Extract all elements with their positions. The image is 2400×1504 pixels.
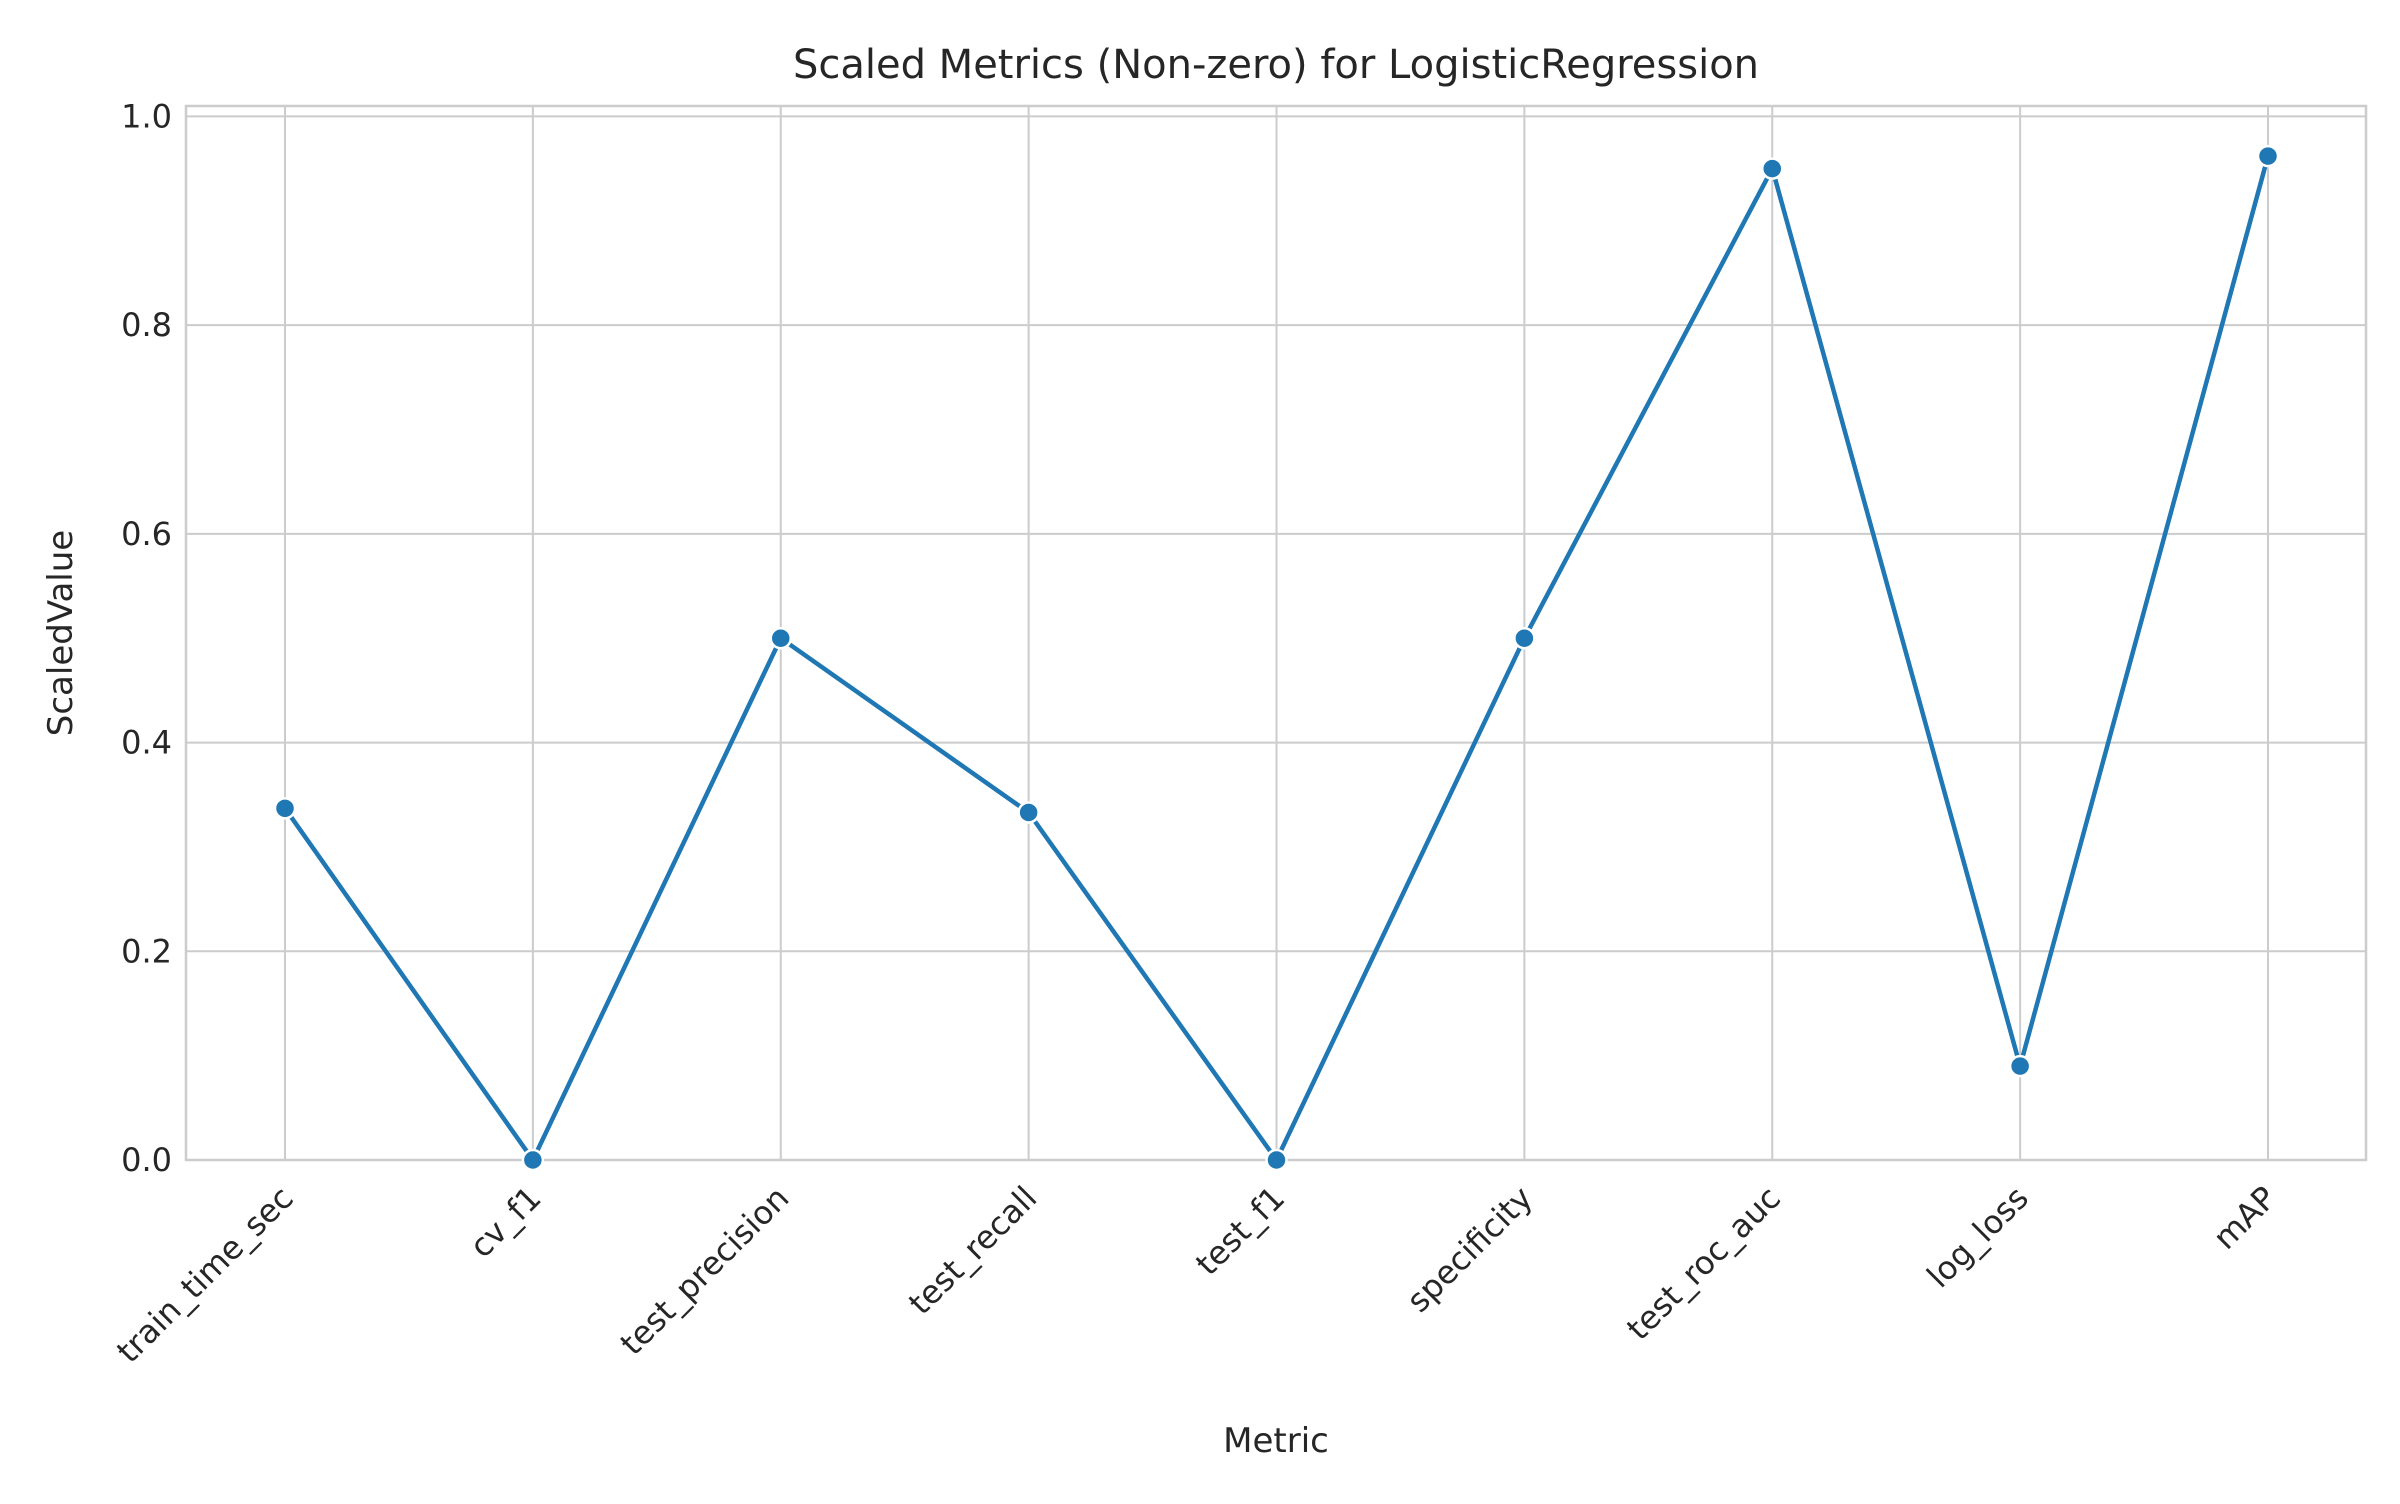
series: [273, 144, 2280, 1172]
y-tick-label: 0.6: [121, 515, 172, 553]
y-tick-labels: 0.0 0.2 0.4 0.6 0.8 1.0: [121, 97, 172, 1179]
y-tick-label: 1.0: [121, 97, 172, 135]
data-point-test-recall[interactable]: [1017, 801, 1040, 824]
y-tick-label: 0.0: [121, 1141, 172, 1179]
y-tick-label: 0.8: [121, 306, 172, 344]
y-tick-label: 0.2: [121, 932, 172, 970]
data-point-log-loss[interactable]: [2008, 1054, 2032, 1078]
data-point-test-roc-auc[interactable]: [1761, 157, 1784, 180]
data-point-specificity[interactable]: [1513, 626, 1536, 650]
grid: [186, 106, 2366, 1161]
data-point-test-precision[interactable]: [769, 626, 792, 650]
x-axis-label: Metric: [1223, 1421, 1329, 1461]
data-point-cv-f1[interactable]: [521, 1148, 545, 1172]
chart-title: Scaled Metrics (Non-zero) for LogisticRe…: [793, 42, 1759, 88]
data-point-test-f1[interactable]: [1265, 1148, 1288, 1172]
data-point-train-time-sec[interactable]: [273, 797, 297, 820]
data-point-mAP[interactable]: [2256, 144, 2280, 168]
y-axis-label: ScaledValue: [41, 530, 81, 736]
y-tick-label: 0.4: [121, 724, 172, 762]
